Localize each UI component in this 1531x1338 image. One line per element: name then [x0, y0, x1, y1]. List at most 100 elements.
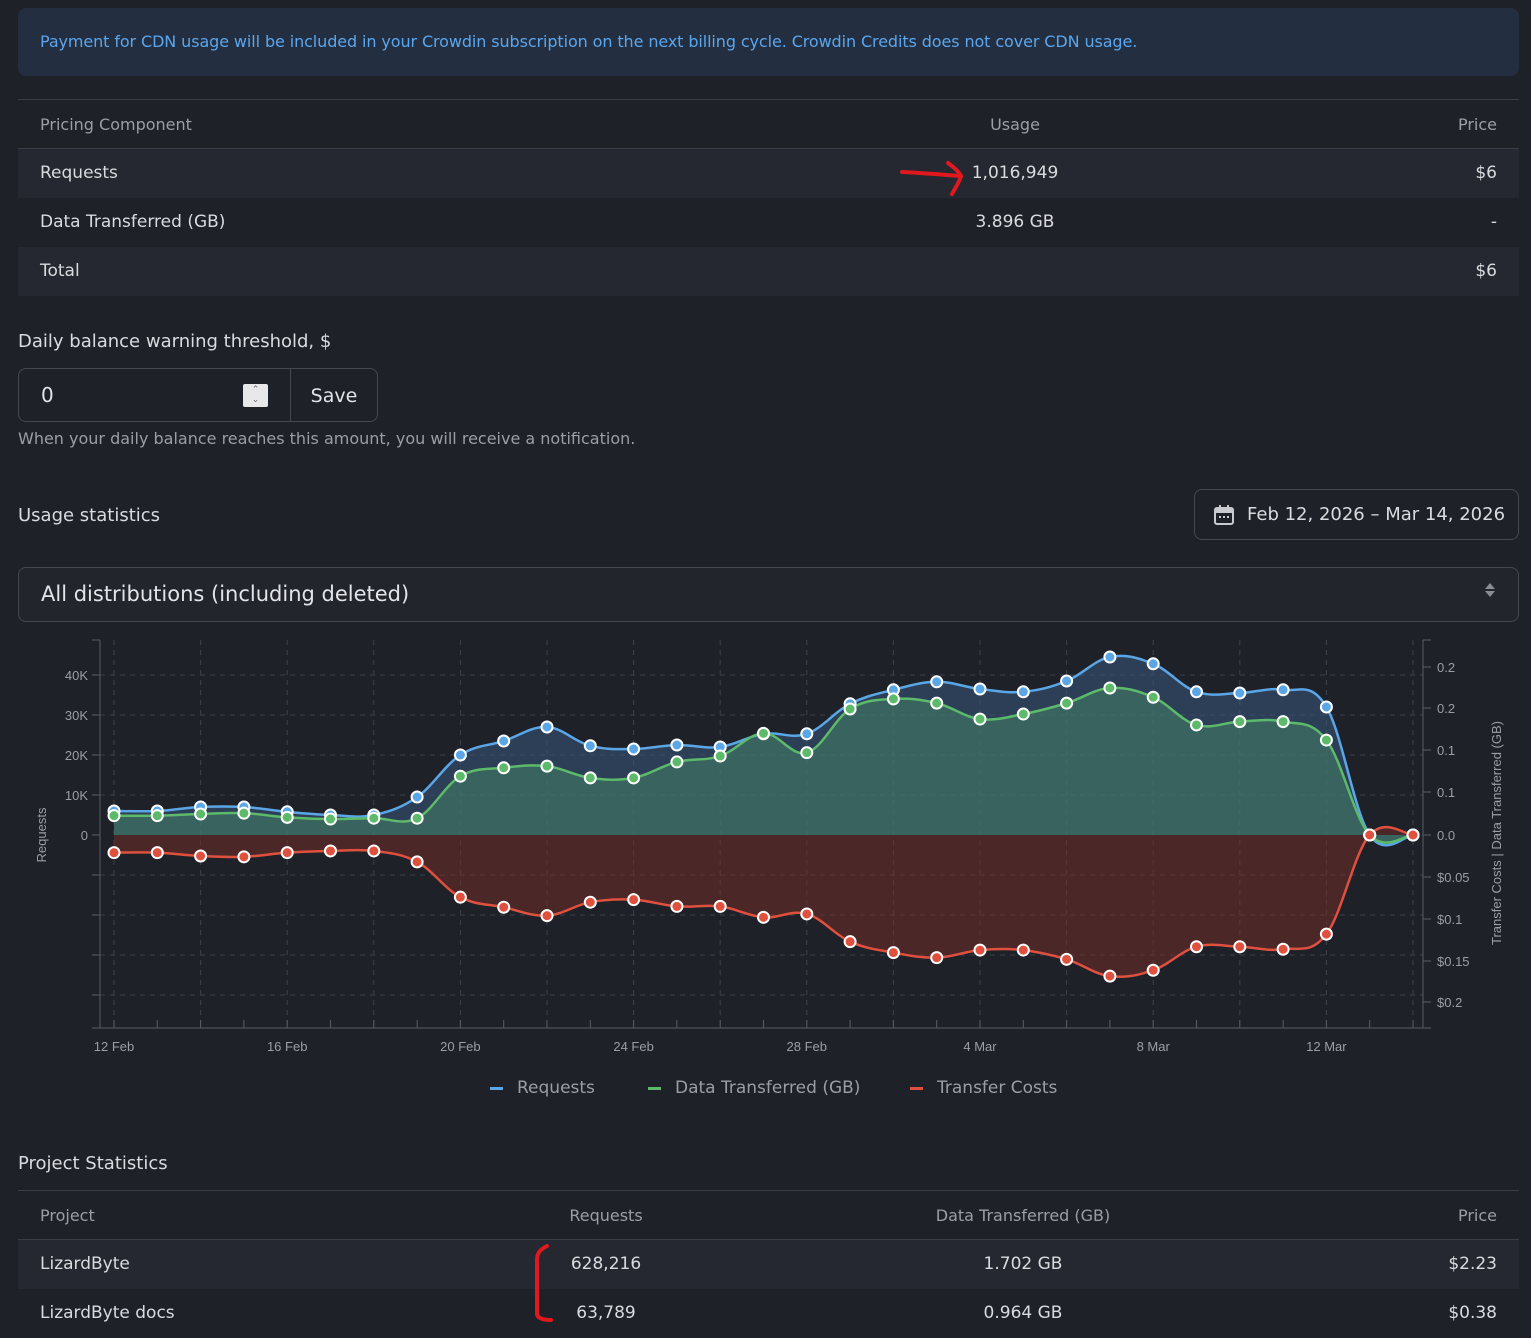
component-name: Requests	[40, 163, 118, 183]
point-data-transferred	[367, 811, 381, 825]
legend-item-requests[interactable]: Requests	[490, 1078, 595, 1098]
point-transfer-costs	[757, 910, 770, 924]
point-data-transferred	[1146, 690, 1160, 704]
point-transfer-costs	[540, 909, 554, 923]
point-requests	[1190, 685, 1203, 699]
component-name: Total	[40, 261, 80, 281]
point-data-transferred	[453, 769, 467, 783]
legend-swatch-data-transferred	[648, 1086, 661, 1090]
table-row: LizardByte docs 63,789 0.964 GB $0.38	[18, 1289, 1519, 1338]
project-price: $0.38	[1448, 1303, 1497, 1323]
point-transfer-costs	[1276, 942, 1290, 956]
point-data-transferred	[1233, 715, 1247, 729]
save-button[interactable]: Save	[291, 369, 377, 421]
point-requests	[1016, 685, 1030, 699]
point-transfer-costs	[1016, 943, 1030, 957]
right-tick-label: 0.2	[1437, 660, 1455, 675]
point-transfer-costs	[237, 850, 251, 864]
spinner-up-icon[interactable]: ⌃	[251, 385, 260, 395]
project-statistics-table: Project Requests Data Transferred (GB) P…	[18, 1190, 1519, 1338]
point-transfer-costs	[930, 951, 944, 965]
legend-item-data-transferred[interactable]: Data Transferred (GB)	[648, 1078, 860, 1098]
point-transfer-costs	[627, 893, 641, 907]
left-tick-label: 30K	[65, 708, 88, 723]
x-tick-label: 20 Feb	[440, 1039, 480, 1054]
price-value: -	[1490, 212, 1497, 232]
spinner-down-icon[interactable]: ⌄	[251, 395, 260, 405]
point-transfer-costs	[453, 890, 467, 904]
point-transfer-costs	[1319, 927, 1333, 941]
project-data: 1.702 GB	[983, 1254, 1063, 1274]
point-data-transferred	[540, 759, 554, 773]
left-tick-label: 40K	[65, 668, 88, 683]
point-transfer-costs	[973, 943, 987, 957]
distribution-select-value: All distributions (including deleted)	[41, 582, 410, 606]
point-data-transferred	[627, 771, 641, 785]
point-transfer-costs	[1146, 963, 1160, 977]
header-price: Price	[1457, 1206, 1497, 1225]
project-price: $2.23	[1448, 1254, 1497, 1274]
red-bracket-annotation	[535, 1244, 553, 1322]
table-row: LizardByte 628,216 1.702 GB $2.23	[18, 1240, 1519, 1289]
x-tick-label: 28 Feb	[787, 1039, 827, 1054]
header-pricing-component: Pricing Component	[40, 115, 192, 134]
right-tick-label: $0.2	[1437, 995, 1462, 1010]
point-data-transferred	[150, 809, 164, 823]
header-usage: Usage	[990, 115, 1040, 134]
point-transfer-costs	[497, 900, 511, 914]
pricing-table-header: Pricing Component Usage Price	[18, 99, 1519, 149]
x-tick-label: 16 Feb	[267, 1039, 307, 1054]
area-transfer-costs	[114, 827, 1413, 977]
point-data-transferred	[1276, 715, 1290, 729]
usage-value: 1,016,949	[971, 163, 1059, 183]
point-transfer-costs	[280, 846, 294, 860]
project-requests: 628,216	[570, 1254, 642, 1274]
point-transfer-costs	[1406, 828, 1420, 842]
point-data-transferred	[1016, 707, 1030, 721]
point-data-transferred	[324, 812, 337, 826]
threshold-input[interactable]: 0 ⌃ ⌄	[19, 369, 291, 421]
point-transfer-costs	[1363, 828, 1377, 842]
project-name: LizardByte	[40, 1254, 130, 1274]
point-transfer-costs	[713, 899, 727, 913]
point-requests	[670, 738, 684, 752]
table-row: Data Transferred (GB) 3.896 GB -	[18, 198, 1519, 247]
project-name: LizardByte docs	[40, 1303, 175, 1323]
point-requests	[1060, 674, 1074, 688]
left-tick-label: 20K	[65, 748, 88, 763]
project-requests: 63,789	[576, 1303, 636, 1323]
point-requests	[1103, 650, 1117, 664]
point-transfer-costs	[583, 895, 597, 909]
point-transfer-costs	[410, 855, 424, 869]
project-statistics-title: Project Statistics	[18, 1153, 168, 1174]
x-tick-label: 8 Mar	[1137, 1039, 1171, 1054]
price-value: $6	[1475, 261, 1497, 281]
header-requests: Requests	[569, 1206, 643, 1225]
project-table-header: Project Requests Data Transferred (GB) P…	[18, 1190, 1519, 1240]
left-tick-label: 10K	[65, 788, 88, 803]
x-tick-label: 24 Feb	[613, 1039, 653, 1054]
price-value: $6	[1475, 163, 1497, 183]
usage-statistics-title: Usage statistics	[18, 505, 161, 526]
date-range-picker[interactable]: Feb 12, 2026 – Mar 14, 2026	[1194, 489, 1519, 540]
distribution-select[interactable]: All distributions (including deleted)	[18, 567, 1519, 622]
point-data-transferred	[886, 692, 900, 706]
legend-item-transfer-costs[interactable]: Transfer Costs	[910, 1078, 1057, 1098]
point-transfer-costs	[670, 899, 684, 913]
select-sort-icon	[1484, 568, 1496, 621]
point-requests	[1276, 683, 1290, 697]
legend-label: Data Transferred (GB)	[675, 1078, 861, 1098]
point-transfer-costs	[1190, 940, 1203, 954]
point-transfer-costs	[1233, 940, 1247, 954]
header-data-transferred: Data Transferred (GB)	[935, 1206, 1111, 1225]
point-transfer-costs	[886, 946, 900, 960]
cdn-billing-notice: Payment for CDN usage will be included i…	[18, 8, 1519, 76]
point-transfer-costs	[150, 846, 164, 860]
point-transfer-costs	[1060, 952, 1074, 966]
area-data-transferred	[114, 687, 1413, 843]
left-tick-label: 0	[81, 828, 88, 843]
right-tick-label: $0.1	[1437, 912, 1462, 927]
point-transfer-costs	[367, 844, 381, 858]
usage-value: 3.896 GB	[975, 212, 1055, 232]
number-spinner[interactable]: ⌃ ⌄	[243, 384, 268, 407]
